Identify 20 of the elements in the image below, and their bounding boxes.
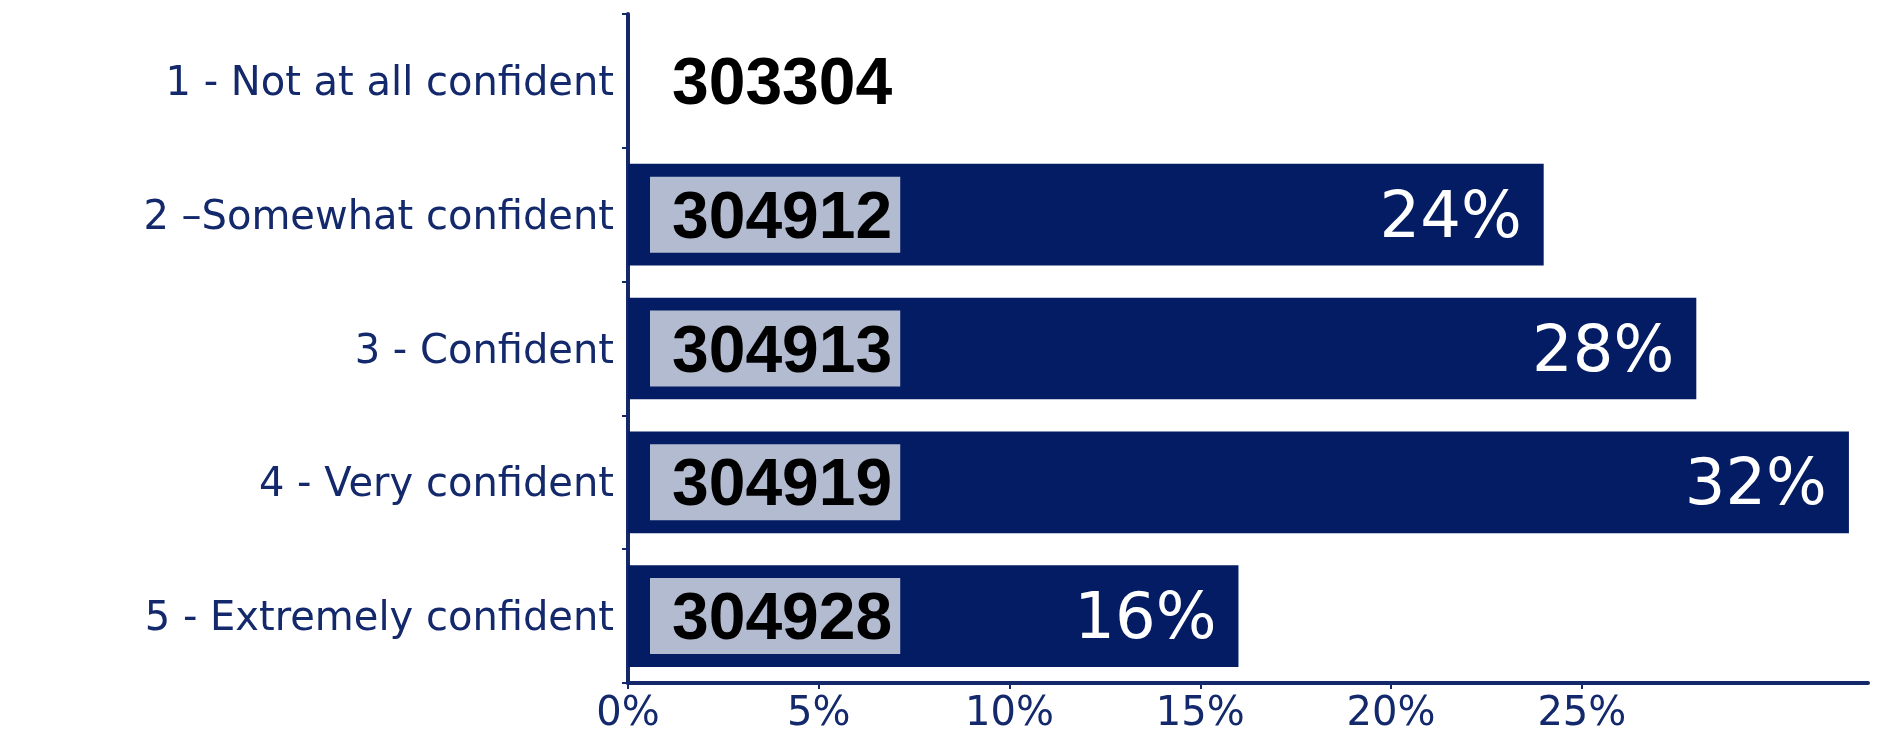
annotation: 304919 [672,445,893,520]
x-tick-label: 15% [1155,688,1245,734]
annotation: 304928 [672,579,893,654]
y-tick-label: 1 - Not at all confident [165,57,614,104]
y-tick-label: 3 - Confident [354,325,614,372]
data-label: 16% [1074,579,1217,654]
y-tick-label: 4 - Very confident [258,459,614,506]
x-tick-label: 25% [1537,688,1627,734]
annotation: 304912 [672,177,893,252]
x-tick-label: 20% [1346,688,1436,734]
annotation: 303304 [672,43,893,118]
data-label: 32% [1684,445,1827,520]
x-tick-label: 10% [965,688,1054,734]
data-label: 28% [1532,311,1675,386]
annotation: 304913 [672,311,893,386]
data-label: 24% [1379,177,1522,252]
x-tick-label: 5% [787,688,851,734]
x-tick-label: 0% [596,688,660,734]
y-tick-label: 2 –Somewhat confident [143,191,614,238]
y-tick-label: 5 - Extremely confident [144,593,614,640]
